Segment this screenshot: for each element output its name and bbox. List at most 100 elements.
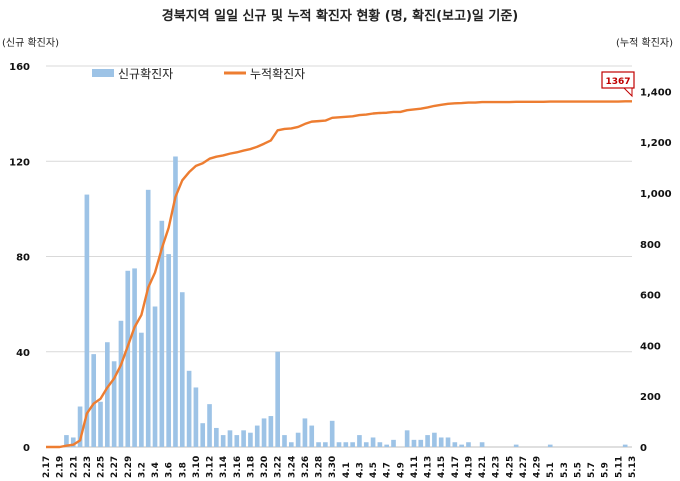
x-tick-label-37: 5.1 — [546, 462, 556, 478]
left-tick-labels: 0 40 80 120 160 — [9, 62, 30, 454]
bar-3.22 — [275, 351, 280, 447]
bar-4.8 — [391, 439, 396, 447]
bar-3.29 — [323, 442, 328, 447]
bar-3.16 — [234, 435, 240, 447]
bar-2.21 — [70, 437, 76, 447]
x-tick-label-12: 3.12 — [206, 456, 216, 478]
bar-2.25 — [98, 401, 103, 447]
bar-2.24 — [91, 354, 97, 447]
x-tick-label-21: 3.30 — [328, 456, 338, 478]
bar-3.15 — [227, 430, 233, 447]
bar-4.15 — [438, 437, 444, 447]
x-tick-label-8: 3.4 — [151, 462, 161, 478]
bar-4.21 — [479, 442, 485, 447]
bar-2.23 — [84, 194, 90, 447]
bar-4.1 — [343, 442, 349, 447]
bar-3.11 — [200, 423, 206, 447]
bar-5.12 — [622, 444, 628, 447]
x-tick-label-39: 5.5 — [573, 462, 583, 478]
last-value-callout: 1367 — [601, 71, 635, 98]
x-tick-label-30: 4.17 — [451, 456, 461, 478]
bar-3.25 — [295, 432, 301, 447]
bar-4.10 — [404, 430, 410, 447]
x-tick-label-32: 4.21 — [478, 456, 488, 478]
x-tick-labels: 2.17 2.19 2.21 2.23 2.25 2.27 2.29 3.2 3.4 3.6 3.8… — [42, 456, 638, 478]
bar-3.31 — [336, 442, 342, 447]
bar-4.2 — [350, 442, 355, 447]
bar-2.26 — [105, 342, 110, 447]
x-tick-label-23: 4.3 — [355, 462, 365, 478]
x-tick-label-7: 3.2 — [137, 462, 147, 478]
left-tick-label-4: 160 — [9, 62, 30, 73]
x-tick-label-36: 4.29 — [533, 456, 543, 478]
x-tick-label-17: 3.22 — [274, 456, 284, 478]
x-tick-label-33: 4.23 — [492, 456, 502, 478]
right-axis-label: (누적 확진자) — [616, 37, 673, 49]
bar-4.7 — [384, 444, 390, 447]
left-tick-label-3: 120 — [9, 157, 30, 168]
bar-3.26 — [302, 418, 308, 447]
right-tick-labels: 0 200 400 600 800 1,000 1,200 1,400 — [640, 87, 672, 454]
x-tick-label-40: 5.7 — [587, 462, 597, 478]
bar-5.1 — [547, 444, 553, 447]
callout-pointer — [622, 87, 633, 98]
callout-box — [601, 71, 635, 89]
left-axis-label: (신규 확진자) — [2, 37, 59, 49]
x-tick-label-13: 3.14 — [219, 456, 229, 478]
right-tick-label-3: 600 — [640, 291, 661, 302]
x-tick-label-0: 2.17 — [42, 456, 52, 478]
right-tick-label-2: 400 — [640, 341, 661, 352]
x-tick-label-22: 4.1 — [342, 462, 352, 478]
right-tick-label-5: 1,000 — [640, 189, 672, 200]
bar-4.13 — [425, 435, 430, 447]
bar-2.28 — [118, 320, 124, 447]
x-tick-label-34: 4.25 — [505, 456, 515, 478]
bar-3.27 — [309, 425, 315, 447]
bar-4.11 — [411, 439, 417, 447]
bar-3.1 — [132, 268, 137, 447]
bar-4.18 — [459, 444, 464, 447]
bar-4.16 — [445, 437, 451, 447]
line-series — [46, 100, 632, 449]
x-tick-label-16: 3.20 — [260, 456, 270, 478]
x-tick-label-27: 4.11 — [410, 456, 420, 478]
x-tick-label-18: 3.24 — [287, 456, 297, 478]
bar-3.4 — [152, 306, 158, 447]
bar-4.6 — [377, 442, 383, 447]
left-tick-label-2: 80 — [16, 253, 30, 264]
bar-3.7 — [173, 156, 178, 448]
bar-2.20 — [64, 435, 69, 447]
callout-value: 1367 — [605, 77, 630, 87]
bar-3.23 — [282, 435, 287, 447]
right-tick-label-1: 200 — [640, 392, 661, 403]
x-tick-label-9: 3.6 — [165, 462, 175, 478]
bar-2.22 — [77, 406, 83, 447]
bar-3.9 — [186, 370, 192, 447]
bar-3.14 — [220, 435, 226, 447]
legend-line-label: 누적확진자 — [250, 67, 305, 81]
bar-3.2 — [139, 332, 144, 447]
plot-area: 0 40 80 120 160 0 200 400 600 800 1,000 1,200 1,400… — [9, 62, 672, 478]
left-tick-label-0: 0 — [23, 443, 30, 454]
bar-4.12 — [418, 439, 424, 447]
x-tick-label-31: 4.19 — [464, 456, 474, 478]
bar-3.17 — [241, 430, 246, 447]
x-tick-label-5: 2.27 — [110, 456, 120, 478]
bar-series — [64, 156, 628, 448]
x-tick-label-24: 4.5 — [369, 462, 379, 478]
bar-4.14 — [432, 432, 437, 447]
x-tick-label-4: 2.25 — [97, 456, 107, 478]
bar-3.20 — [261, 418, 267, 447]
x-tick-label-6: 2.29 — [124, 456, 134, 478]
legend: 신규확진자 누적확진자 — [92, 67, 305, 81]
x-tick-label-15: 3.18 — [246, 456, 256, 478]
x-tick-label-25: 4.7 — [383, 462, 393, 478]
x-tick-label-43: 5.13 — [628, 456, 638, 478]
x-tick-label-10: 3.8 — [178, 462, 188, 478]
x-tick-label-29: 4.15 — [437, 456, 447, 478]
bar-3.18 — [248, 432, 253, 447]
bar-3.21 — [268, 416, 274, 447]
bar-3.24 — [288, 442, 294, 447]
bar-3.10 — [193, 387, 199, 447]
